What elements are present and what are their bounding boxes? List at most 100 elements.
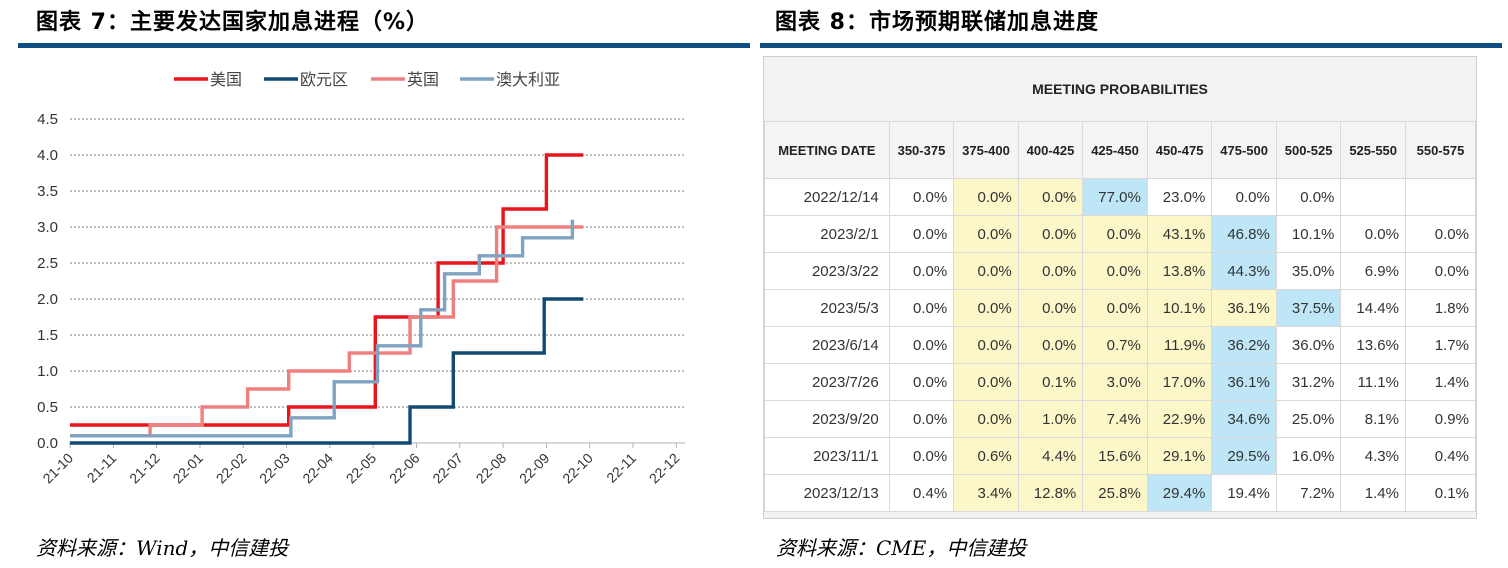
x-tick-label: 22-06 [386,450,423,487]
probability-cell: 37.5% [1275,289,1342,327]
table-row: 2023/2/1 0.0% 0.0% 0.0% 0.0% 43.1% 46.8% 10.1% 0… [764,215,1476,253]
probability-cell: 0.0% [953,363,1019,401]
probability-cell: 19.4% [1211,474,1277,512]
y-tick-label: 0.0 [37,435,58,452]
y-tick-label: 1.5 [37,327,58,344]
y-tick-label: 4.5 [37,111,58,128]
x-tick-label: 22-10 [559,450,596,487]
table-row: 2023/7/26 0.0% 0.0% 0.1% 3.0% 17.0% 36.1% 31.2%… [764,363,1476,401]
probability-cell: 13.8% [1146,252,1213,290]
probability-cell: 1.0% [1017,400,1084,438]
probability-cell: 0.0% [1017,252,1084,290]
column-header-rate-range: 400-425 [1017,121,1084,179]
x-tick-label: 22-07 [429,450,466,487]
left-title-rule [18,43,750,48]
probability-cell: 0.4% [888,474,955,512]
probability-cell: 10.1% [1146,289,1213,327]
y-tick-label: 3.5 [37,183,58,200]
meeting-date-cell: 2022/12/14 [764,178,890,216]
y-tick-label: 2.5 [37,255,58,272]
table-row: 2023/11/1 0.0% 0.6% 4.4% 15.6% 29.1% 29.5% 16.0… [764,437,1476,475]
probability-cell: 77.0% [1082,178,1148,216]
probability-cell: 0.0% [1275,178,1342,216]
legend-label: 澳大利亚 [496,70,560,89]
probability-cell: 1.8% [1404,289,1476,327]
probability-cell: 7.2% [1275,474,1342,512]
series-lines [70,153,584,445]
probability-cell: 11.9% [1146,326,1213,364]
column-header-rate-range: 550-575 [1404,121,1476,179]
table-row: 2023/12/13 0.4% 3.4% 12.8% 25.8% 29.4% 19.4% 7.… [764,474,1476,512]
probability-cell: 0.0% [1404,215,1476,253]
probability-cell: 0.0% [1017,215,1084,253]
probability-cell: 0.0% [1211,178,1277,216]
y-tick-label: 3.0 [37,219,58,236]
legend: 美国 欧元区 英国 澳大利亚 [174,70,560,89]
probability-cell: 29.5% [1211,437,1277,475]
probability-cell: 0.0% [1404,252,1476,290]
probability-cell: 25.0% [1275,400,1342,438]
probability-cell: 0.6% [953,437,1019,475]
probability-cell: 34.6% [1211,400,1277,438]
x-tick-label: 22-12 [646,450,683,487]
probability-cell: 0.0% [888,215,955,253]
probability-cell: 25.8% [1082,474,1148,512]
probability-cell: 0.0% [1082,215,1148,253]
probability-cell: 0.1% [1404,474,1476,512]
legend-label: 欧元区 [300,70,348,89]
column-header-rate-range: 475-500 [1211,121,1277,179]
probability-cell: 29.4% [1146,474,1213,512]
left-source-note: 资料来源：Wind，中信建投 [36,536,289,560]
right-title-rule [760,43,1502,48]
x-tick-label: 22-04 [299,450,336,487]
probability-cell: 12.8% [1017,474,1084,512]
probability-cell: 3.4% [953,474,1019,512]
right-panel-title: 图表 8：市场预期联储加息进度 [775,10,1099,35]
column-header-meeting-date: MEETING DATE [764,121,890,179]
probability-cell: 1.4% [1340,474,1406,512]
x-tick-label: 22-08 [473,450,510,487]
y-tick-label: 4.0 [37,147,58,164]
meeting-date-cell: 2023/3/22 [764,252,890,290]
x-tick-label: 21-12 [126,450,163,487]
right-source-note: 资料来源：CME，中信建投 [776,536,1027,560]
probability-cell: 3.0% [1082,363,1148,401]
probability-cell: 23.0% [1146,178,1213,216]
probability-cell: 0.0% [1017,289,1084,327]
series-line-欧元区 [70,297,584,445]
probability-cell: 0.0% [953,178,1019,216]
table-header-row: MEETING DATE 350-375 375-400 400-425 425-450… [764,121,1476,179]
probability-cell: 0.0% [953,289,1019,327]
legend-label: 英国 [407,70,439,89]
x-tick-label: 21-11 [84,450,120,486]
probability-cell: 4.3% [1340,437,1406,475]
probability-cell: 36.0% [1275,326,1342,364]
probability-cell: 16.0% [1275,437,1342,475]
probability-cell [1340,178,1406,216]
table-row: 2023/3/22 0.0% 0.0% 0.0% 0.0% 13.8% 44.3% 35.0%… [764,252,1476,290]
meeting-date-cell: 2023/5/3 [764,289,890,327]
probability-cell: 36.1% [1211,363,1277,401]
probability-cell: 22.9% [1146,400,1213,438]
column-header-rate-range: 500-525 [1275,121,1342,179]
table-row: 2023/5/3 0.0% 0.0% 0.0% 0.0% 10.1% 36.1% 37.5% 1… [764,289,1476,327]
column-header-rate-range: 350-375 [888,121,955,179]
meeting-date-cell: 2023/7/26 [764,363,890,401]
rate-hike-chart: 0.00.51.01.52.02.53.03.54.04.5 21-10 21-1… [37,70,685,487]
probability-cell: 0.0% [888,289,955,327]
x-tick-label: 21-10 [39,450,76,487]
probability-cell: 0.4% [1404,437,1476,475]
table-row: 2022/12/14 0.0% 0.0% 0.0% 77.0% 23.0% 0.0% 0.0% [764,178,1476,216]
probability-cell: 0.0% [888,252,955,290]
probability-cell: 29.1% [1146,437,1213,475]
meeting-date-cell: 2023/9/20 [764,400,890,438]
probability-cell: 0.0% [1340,215,1406,253]
meeting-probabilities-table: MEETING DATE 350-375 375-400 400-425 425-450… [764,121,1476,512]
series-line-澳大利亚 [70,219,575,438]
probability-cell: 14.4% [1340,289,1406,327]
column-header-rate-range: 425-450 [1082,121,1148,179]
probability-cell: 0.0% [888,437,955,475]
x-tick-label: 22-09 [516,450,553,487]
meeting-date-cell: 2023/2/1 [764,215,890,253]
probability-cell: 11.1% [1340,363,1406,401]
